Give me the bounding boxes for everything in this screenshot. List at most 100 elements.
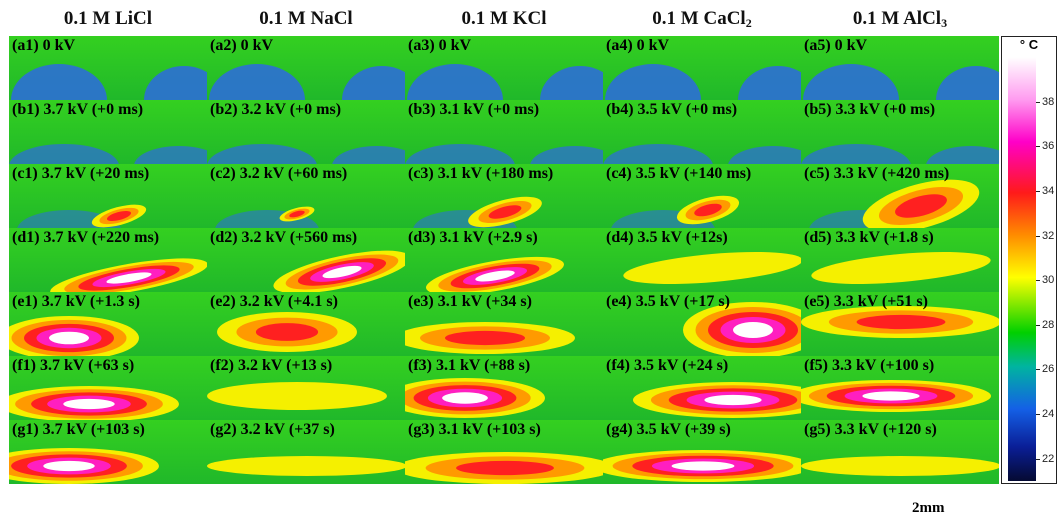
panel-label: (f1) 3.7 kV (+63 s) — [12, 357, 135, 374]
temperature-colorbar: ° C 38 36 34 32 30 28 26 24 22 — [1001, 36, 1057, 484]
thermal-image — [207, 100, 405, 164]
thermal-panel-d2: (d2) 3.2 kV (+560 ms) — [207, 228, 405, 292]
panel-label: (f4) 3.5 kV (+24 s) — [606, 357, 729, 374]
thermal-panel-b3: (b3) 3.1 kV (+0 ms) — [405, 100, 603, 164]
colorbar-unit: ° C — [1019, 37, 1039, 52]
thermal-panel-f2: (f2) 3.2 kV (+13 s) — [207, 356, 405, 420]
panel-label: (g2) 3.2 kV (+37 s) — [210, 421, 335, 438]
colorbar-tick-mark — [1036, 280, 1040, 282]
thermal-panel-a5: (a5) 0 kV — [801, 36, 999, 100]
thermal-image — [405, 228, 603, 292]
thermal-panel-b2: (b2) 3.2 kV (+0 ms) — [207, 100, 405, 164]
thermal-image — [9, 228, 207, 292]
thermal-image — [801, 292, 999, 356]
column-header-nacl: 0.1 M NaCl — [259, 8, 353, 29]
column-header-alcl3: 0.1 M AlCl3 — [852, 8, 948, 30]
thermal-panel-f5: (f5) 3.3 kV (+100 s) — [801, 356, 999, 420]
thermal-panel-d5: (d5) 3.3 kV (+1.8 s) — [801, 228, 999, 292]
panel-label: (d3) 3.1 kV (+2.9 s) — [408, 229, 538, 246]
thermal-image — [801, 100, 999, 164]
thermal-image — [801, 164, 999, 228]
colorbar-tick-label: 36 — [1042, 140, 1055, 153]
thermal-image — [801, 36, 999, 100]
panel-label: (f3) 3.1 kV (+88 s) — [408, 357, 531, 374]
panel-label: (e2) 3.2 kV (+4.1 s) — [210, 293, 338, 310]
panel-label: (d1) 3.7 kV (+220 ms) — [12, 229, 160, 246]
panel-label: (a4) 0 kV — [606, 37, 670, 54]
thermal-panel-g2: (g2) 3.2 kV (+37 s) — [207, 420, 405, 484]
thermal-panel-g1: (g1) 3.7 kV (+103 s) — [9, 420, 207, 484]
colorbar-tick-label: 22 — [1042, 452, 1055, 465]
panel-label: (b2) 3.2 kV (+0 ms) — [210, 101, 342, 118]
thermal-panel-a4: (a4) 0 kV — [603, 36, 801, 100]
thermal-image — [801, 420, 999, 484]
colorbar-tick-label: 38 — [1042, 95, 1055, 108]
thermal-image — [801, 356, 999, 420]
thermal-image — [603, 228, 801, 292]
thermal-image — [9, 420, 207, 484]
panel-label: (c5) 3.3 kV (+420 ms) — [804, 165, 950, 182]
thermal-panel-d3: (d3) 3.1 kV (+2.9 s) — [405, 228, 603, 292]
panel-label: (e5) 3.3 kV (+51 s) — [804, 293, 928, 310]
thermal-panel-e3: (e3) 3.1 kV (+34 s) — [405, 292, 603, 356]
panel-label: (a3) 0 kV — [408, 37, 472, 54]
thermal-image — [405, 164, 603, 228]
colorbar-tick-mark — [1036, 101, 1040, 103]
thermal-panel-a3: (a3) 0 kV — [405, 36, 603, 100]
thermal-image — [9, 356, 207, 420]
thermal-image — [603, 292, 801, 356]
thermal-image — [207, 356, 405, 420]
column-header-cacl2: 0.1 M CaCl2 — [652, 8, 752, 30]
thermal-image — [603, 164, 801, 228]
thermal-image-grid: (a1) 0 kV (a2) 0 kV (a3) 0 kV (a4) 0 kV (a5)… — [9, 36, 999, 484]
colorbar-tick-label: 26 — [1042, 363, 1055, 376]
panel-label: (e4) 3.5 kV (+17 s) — [606, 293, 730, 310]
thermal-image — [207, 164, 405, 228]
panel-label: (c4) 3.5 kV (+140 ms) — [606, 165, 752, 182]
panel-label: (f2) 3.2 kV (+13 s) — [210, 357, 333, 374]
panel-label: (g5) 3.3 kV (+120 s) — [804, 421, 937, 438]
panel-label: (c2) 3.2 kV (+60 ms) — [210, 165, 348, 182]
thermal-image — [405, 292, 603, 356]
thermal-panel-b4: (b4) 3.5 kV (+0 ms) — [603, 100, 801, 164]
colorbar-tick-label: 32 — [1042, 229, 1055, 242]
thermal-panel-a1: (a1) 0 kV — [9, 36, 207, 100]
thermal-image — [405, 100, 603, 164]
thermal-panel-c2: (c2) 3.2 kV (+60 ms) — [207, 164, 405, 228]
panel-label: (d2) 3.2 kV (+560 ms) — [210, 229, 358, 246]
thermal-panel-f1: (f1) 3.7 kV (+63 s) — [9, 356, 207, 420]
thermal-panel-b1: (b1) 3.7 kV (+0 ms) — [9, 100, 207, 164]
thermal-image — [405, 36, 603, 100]
thermal-image — [405, 356, 603, 420]
thermal-panel-f4: (f4) 3.5 kV (+24 s) — [603, 356, 801, 420]
panel-label: (d5) 3.3 kV (+1.8 s) — [804, 229, 934, 246]
colorbar-tick-mark — [1036, 146, 1040, 148]
panel-label: (e1) 3.7 kV (+1.3 s) — [12, 293, 140, 310]
thermal-panel-c5: (c5) 3.3 kV (+420 ms) — [801, 164, 999, 228]
colorbar-tick-mark — [1036, 414, 1040, 416]
thermal-panel-b5: (b5) 3.3 kV (+0 ms) — [801, 100, 999, 164]
colorbar-tick-mark — [1036, 235, 1040, 237]
colorbar-tick-label: 28 — [1042, 318, 1055, 331]
thermal-image — [9, 100, 207, 164]
panel-label: (c3) 3.1 kV (+180 ms) — [408, 165, 554, 182]
panel-label: (f5) 3.3 kV (+100 s) — [804, 357, 935, 374]
thermal-panel-c3: (c3) 3.1 kV (+180 ms) — [405, 164, 603, 228]
thermal-panel-e4: (e4) 3.5 kV (+17 s) — [603, 292, 801, 356]
panel-label: (e3) 3.1 kV (+34 s) — [408, 293, 532, 310]
thermal-image — [603, 100, 801, 164]
thermal-panel-g5: (g5) 3.3 kV (+120 s) — [801, 420, 999, 484]
thermal-image — [603, 420, 801, 484]
thermal-image — [9, 36, 207, 100]
thermal-panel-d1: (d1) 3.7 kV (+220 ms) — [9, 228, 207, 292]
thermal-image — [9, 164, 207, 228]
panel-label: (b1) 3.7 kV (+0 ms) — [12, 101, 144, 118]
panel-label: (a2) 0 kV — [210, 37, 274, 54]
colorbar-tick-label: 30 — [1042, 274, 1055, 287]
colorbar-tick-mark — [1036, 369, 1040, 371]
thermal-panel-d4: (d4) 3.5 kV (+12s) — [603, 228, 801, 292]
thermal-panel-c4: (c4) 3.5 kV (+140 ms) — [603, 164, 801, 228]
thermal-panel-g3: (g3) 3.1 kV (+103 s) — [405, 420, 603, 484]
scale-bar-label: 2mm — [912, 500, 945, 516]
panel-label: (d4) 3.5 kV (+12s) — [606, 229, 728, 246]
